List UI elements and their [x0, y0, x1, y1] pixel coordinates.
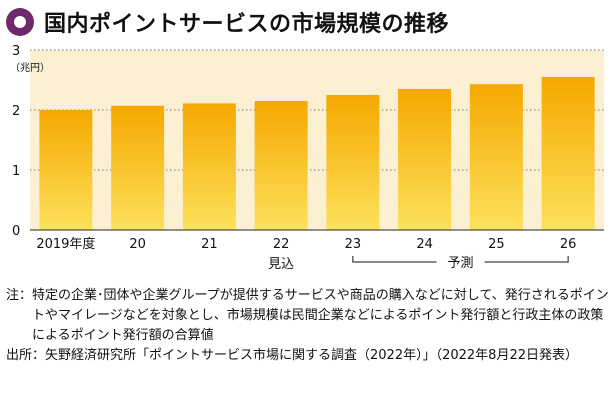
source-text: 矢野経済研究所「ポイントサービス市場に関する調査（2022年）」（2022年8月… — [45, 348, 578, 363]
circle-bullet-icon — [6, 8, 34, 36]
source-row: 出所： 矢野経済研究所「ポイントサービス市場に関する調査（2022年）」（202… — [6, 346, 610, 366]
x-tick-label: 23 — [345, 237, 362, 252]
bracket-right — [484, 256, 569, 263]
x-tick-label: 21 — [201, 237, 218, 252]
note-label: 注： — [6, 288, 33, 303]
bar — [39, 110, 93, 230]
y-tick-label: 1 — [12, 164, 20, 179]
annotation-label: 見込 — [268, 257, 294, 272]
note-row: 注： 特定の企業･団体や企業グループが提供するサービスや商品の購入などに対して、… — [6, 286, 610, 346]
x-tick-label: 24 — [416, 237, 433, 252]
chart-title: 国内ポイントサービスの市場規模の推移 — [44, 12, 450, 37]
x-tick-label: 22 — [273, 237, 290, 252]
source-label: 出所： — [6, 348, 46, 363]
x-tick-label: 25 — [488, 237, 505, 252]
annotation-label: 予測 — [447, 256, 473, 271]
y-tick-label: 0 — [12, 224, 20, 239]
bracket-left — [352, 256, 437, 263]
bar — [541, 77, 595, 230]
y-unit-label: （兆円） — [10, 62, 50, 74]
bar — [182, 103, 236, 230]
x-tick-label: 26 — [560, 237, 577, 252]
x-tick-label: 20 — [129, 237, 146, 252]
x-tick-label: 2019年度 — [36, 236, 95, 252]
note-text: 特定の企業･団体や企業グループが提供するサービスや商品の購入などに対して、発行さ… — [32, 288, 609, 343]
chart-header: 国内ポイントサービスの市場規模の推移 — [6, 5, 449, 39]
bar — [111, 105, 165, 230]
notes: 注： 特定の企業･団体や企業グループが提供するサービスや商品の購入などに対して、… — [6, 286, 610, 366]
y-tick-label: 3 — [12, 44, 20, 59]
bar — [469, 84, 523, 230]
bar — [254, 101, 308, 230]
bar — [398, 89, 452, 230]
bar — [326, 95, 380, 230]
y-tick-label: 2 — [12, 104, 20, 119]
